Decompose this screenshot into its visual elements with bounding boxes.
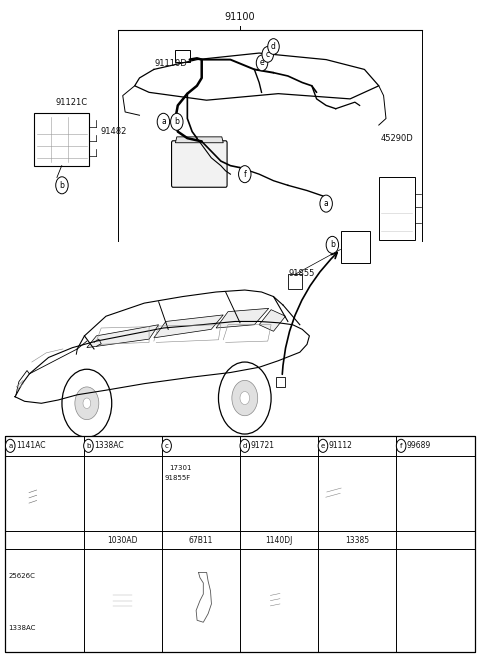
Text: e: e [260,58,264,68]
Circle shape [157,113,169,131]
Circle shape [196,488,214,512]
Ellipse shape [118,592,128,610]
Polygon shape [259,310,286,331]
Text: a: a [161,117,166,127]
Text: b: b [174,117,179,127]
Circle shape [268,39,279,54]
Text: b: b [60,181,64,190]
Text: 91100: 91100 [225,12,255,22]
Text: 13385: 13385 [345,535,369,544]
Text: 25626C: 25626C [8,573,35,579]
Text: 45290D: 45290D [381,134,413,144]
Text: 1141AC: 1141AC [16,441,46,450]
FancyBboxPatch shape [419,482,444,509]
Circle shape [218,362,271,434]
Circle shape [351,593,363,609]
Bar [30,491,42,512]
Circle shape [34,610,43,622]
Ellipse shape [269,586,277,595]
Circle shape [320,195,332,212]
Text: 1030AD: 1030AD [108,535,138,544]
Polygon shape [154,315,223,338]
Circle shape [83,398,91,409]
Circle shape [170,113,183,131]
Circle shape [444,496,448,501]
Text: a: a [8,443,12,449]
Polygon shape [26,583,47,609]
Bar [270,592,284,617]
Text: 91482: 91482 [100,127,127,136]
Text: f: f [400,443,402,449]
Text: d: d [271,42,276,51]
Ellipse shape [114,483,132,504]
Text: a: a [324,199,328,208]
FancyBboxPatch shape [443,489,449,502]
Circle shape [232,380,258,416]
Circle shape [84,440,93,453]
Text: 1338AC: 1338AC [8,625,36,631]
Text: 1338AC: 1338AC [94,441,124,450]
Circle shape [326,236,338,253]
Text: 1140DJ: 1140DJ [265,535,293,544]
Ellipse shape [269,481,289,506]
Circle shape [75,387,99,420]
Text: 91855F: 91855F [164,474,191,481]
Circle shape [5,440,15,453]
Bar [276,377,286,387]
Text: c: c [266,50,270,59]
Text: 91721: 91721 [251,441,275,450]
Circle shape [162,440,171,453]
Text: 99689: 99689 [407,441,431,450]
Circle shape [201,495,209,505]
Circle shape [240,440,250,453]
Text: 91855: 91855 [288,269,314,278]
Circle shape [274,487,284,500]
Text: b: b [86,443,91,449]
Text: d: d [242,443,247,449]
Circle shape [396,440,406,453]
Circle shape [240,392,250,405]
Text: 91112: 91112 [329,441,353,450]
Polygon shape [216,308,269,328]
Ellipse shape [118,488,128,499]
Circle shape [120,489,126,497]
Text: c: c [165,443,168,449]
Circle shape [318,440,328,453]
Polygon shape [322,479,351,505]
Ellipse shape [113,585,132,617]
Bar [379,177,415,239]
FancyBboxPatch shape [171,141,227,187]
Circle shape [191,480,219,520]
Text: f: f [243,170,246,178]
Bar [288,274,302,289]
Text: b: b [330,240,335,249]
Ellipse shape [28,482,38,492]
Polygon shape [175,137,223,143]
Circle shape [62,369,112,438]
Circle shape [239,166,251,182]
Circle shape [347,586,368,615]
Circle shape [56,176,68,194]
Polygon shape [87,325,158,348]
Text: e: e [321,443,325,449]
Bar [34,113,89,166]
Text: 67B11: 67B11 [189,535,213,544]
Ellipse shape [273,486,285,501]
Bar [5,436,475,652]
Text: 91110D: 91110D [154,59,187,68]
Bar [340,231,370,262]
Text: 91121C: 91121C [56,98,87,107]
Bar [175,51,190,62]
Circle shape [256,55,268,71]
Circle shape [262,47,274,62]
Text: 17301: 17301 [169,465,192,472]
